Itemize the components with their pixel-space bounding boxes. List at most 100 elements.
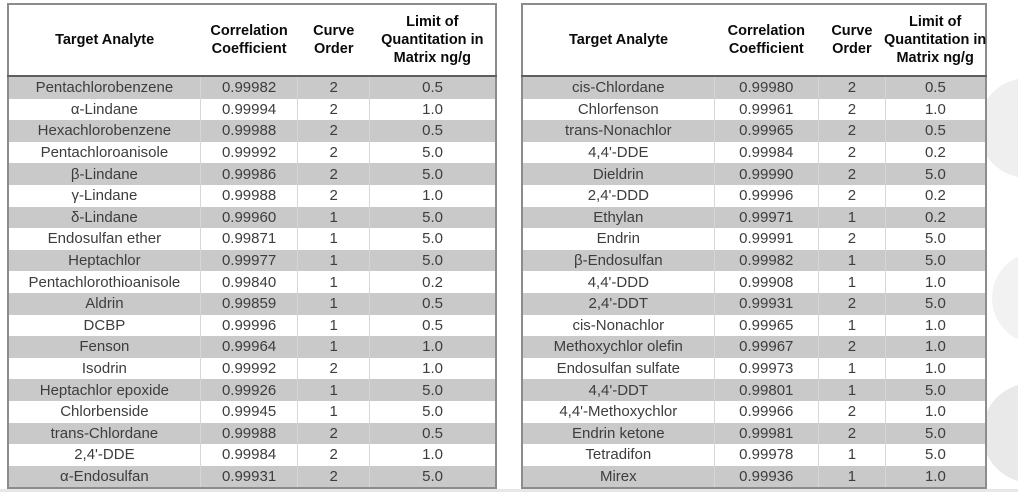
correlation-coefficient-cell: 0.99977 [199, 249, 298, 272]
curve-order-cell: 1 [297, 271, 370, 293]
loq-cell: 5.0 [369, 379, 496, 401]
watermark-circle [982, 383, 1018, 483]
curve-order-cell: 1 [817, 271, 886, 293]
curve-order-cell: 1 [297, 292, 370, 315]
loq-cell: 5.0 [884, 163, 986, 185]
loq-cell: 0.2 [369, 271, 496, 293]
curve-order-cell: 2 [817, 292, 886, 315]
curve-order-cell: 1 [297, 314, 370, 337]
table-row: Chlorfenson 0.99961 2 1.0 [522, 98, 986, 121]
target-analyte-cell: 2,4'-DDT [588, 295, 649, 313]
table-row: Endosulfan sulfate 0.99973 1 1.0 [522, 357, 986, 380]
target-analyte-cell: γ-Lindane [71, 187, 138, 205]
curve-order-cell: 2 [817, 184, 886, 207]
target-analyte-cell: 4,4'-Methoxychlor [559, 403, 678, 421]
correlation-coefficient-cell: 0.99996 [199, 314, 298, 337]
loq-cell: 0.2 [884, 206, 986, 229]
table-row: Endrin 0.99991 2 5.0 [522, 228, 986, 250]
table-row: Tetradifon 0.99978 1 5.0 [522, 444, 986, 466]
table-row: β-Endosulfan 0.99982 1 5.0 [522, 249, 986, 272]
calibration-table-right-container: Target Analyte Correlation Coefficient C… [521, 3, 987, 490]
column-header-target-analyte: Target Analyte [522, 4, 715, 77]
loq-cell: 5.0 [884, 249, 986, 272]
table-row: Endrin ketone 0.99981 2 5.0 [522, 422, 986, 445]
target-analyte-cell: DCBP [83, 316, 126, 334]
target-analyte-cell: cis-Chlordane [572, 79, 665, 97]
curve-order-cell: 2 [297, 141, 370, 164]
target-analyte-cell: 2,4'-DDD [587, 187, 649, 205]
column-header-label: Limit of Quantitation in Matrix ng/g [884, 13, 987, 67]
correlation-coefficient-cell: 0.99992 [199, 141, 298, 164]
correlation-coefficient-cell: 0.99801 [713, 379, 819, 401]
table-row: Mirex 0.99936 1 1.0 [522, 465, 986, 489]
table-row: Chlorbenside 0.99945 1 5.0 [8, 400, 496, 423]
curve-order-cell: 2 [817, 120, 886, 142]
curve-order-cell: 2 [817, 422, 886, 445]
target-analyte-cell: Endosulfan ether [47, 230, 162, 248]
curve-order-cell: 1 [297, 249, 370, 272]
loq-cell: 1.0 [884, 314, 986, 337]
table-row: 2,4'-DDT 0.99931 2 5.0 [522, 292, 986, 315]
target-analyte-cell: Heptachlor epoxide [39, 381, 170, 399]
loq-cell: 1.0 [884, 98, 986, 121]
correlation-coefficient-cell: 0.99984 [199, 444, 298, 466]
header-row: Target Analyte Correlation Coefficient C… [522, 4, 986, 77]
calibration-table-left: Target Analyte Correlation Coefficient C… [7, 3, 497, 490]
target-analyte-cell: Chlorfenson [577, 100, 659, 118]
target-analyte-cell: α-Endosulfan [60, 467, 149, 485]
curve-order-cell: 2 [817, 98, 886, 121]
target-analyte-cell: δ-Lindane [71, 208, 138, 226]
target-analyte-cell: Mirex [599, 467, 637, 485]
loq-cell: 5.0 [884, 292, 986, 315]
loq-cell: 5.0 [369, 228, 496, 250]
table-row: Dieldrin 0.99990 2 5.0 [522, 163, 986, 185]
correlation-coefficient-cell: 0.99992 [199, 357, 298, 380]
loq-cell: 0.5 [369, 314, 496, 337]
table-row: 4,4'-DDT 0.99801 1 5.0 [522, 379, 986, 401]
loq-cell: 0.5 [369, 292, 496, 315]
column-header-correlation-coefficient: Correlation Coefficient [200, 4, 298, 77]
curve-order-cell: 2 [297, 76, 370, 99]
calibration-table-right: Target Analyte Correlation Coefficient C… [521, 3, 987, 490]
target-analyte-cell: Chlorbenside [60, 403, 149, 421]
curve-order-cell: 1 [817, 465, 886, 489]
target-analyte-cell: 4,4'-DDE [588, 144, 649, 162]
table-row: Ethylan 0.99971 1 0.2 [522, 206, 986, 229]
loq-cell: 0.2 [884, 141, 986, 164]
correlation-coefficient-cell: 0.99966 [713, 400, 819, 423]
watermark-circle [992, 252, 1018, 344]
table-row: cis-Nonachlor 0.99965 1 1.0 [522, 314, 986, 337]
table-row: β-Lindane 0.99986 2 5.0 [8, 163, 496, 185]
correlation-coefficient-cell: 0.99988 [199, 184, 298, 207]
correlation-coefficient-cell: 0.99988 [199, 120, 298, 142]
column-header-label: Correlation Coefficient [210, 22, 288, 57]
loq-cell: 0.5 [884, 120, 986, 142]
table-row: Aldrin 0.99859 1 0.5 [8, 292, 496, 315]
table-row: trans-Nonachlor 0.99965 2 0.5 [522, 120, 986, 142]
correlation-coefficient-cell: 0.99931 [199, 465, 298, 489]
correlation-coefficient-cell: 0.99981 [713, 422, 819, 445]
target-analyte-cell: trans-Nonachlor [564, 122, 672, 140]
column-header-label: Curve Order [831, 22, 873, 57]
table-row: Fenson 0.99964 1 1.0 [8, 336, 496, 358]
table-row: α-Endosulfan 0.99931 2 5.0 [8, 465, 496, 489]
correlation-coefficient-cell: 0.99982 [713, 249, 819, 272]
loq-cell: 1.0 [369, 357, 496, 380]
correlation-coefficient-cell: 0.99936 [713, 465, 819, 489]
curve-order-cell: 2 [297, 98, 370, 121]
target-analyte-cell: Tetradifon [585, 446, 652, 464]
table-row: Hexachlorobenzene 0.99988 2 0.5 [8, 120, 496, 142]
curve-order-cell: 1 [817, 206, 886, 229]
table-row: γ-Lindane 0.99988 2 1.0 [8, 184, 496, 207]
table-row: 2,4'-DDE 0.99984 2 1.0 [8, 444, 496, 466]
table-row: 2,4'-DDD 0.99996 2 0.2 [522, 184, 986, 207]
column-header-label: Target Analyte [55, 31, 155, 48]
loq-cell: 5.0 [369, 465, 496, 489]
curve-order-cell: 1 [817, 379, 886, 401]
loq-cell: 1.0 [884, 357, 986, 380]
loq-cell: 1.0 [369, 98, 496, 121]
curve-order-cell: 2 [817, 400, 886, 423]
table-row: α-Lindane 0.99994 2 1.0 [8, 98, 496, 121]
column-header-label: Limit of Quantitation in Matrix ng/g [381, 13, 484, 67]
